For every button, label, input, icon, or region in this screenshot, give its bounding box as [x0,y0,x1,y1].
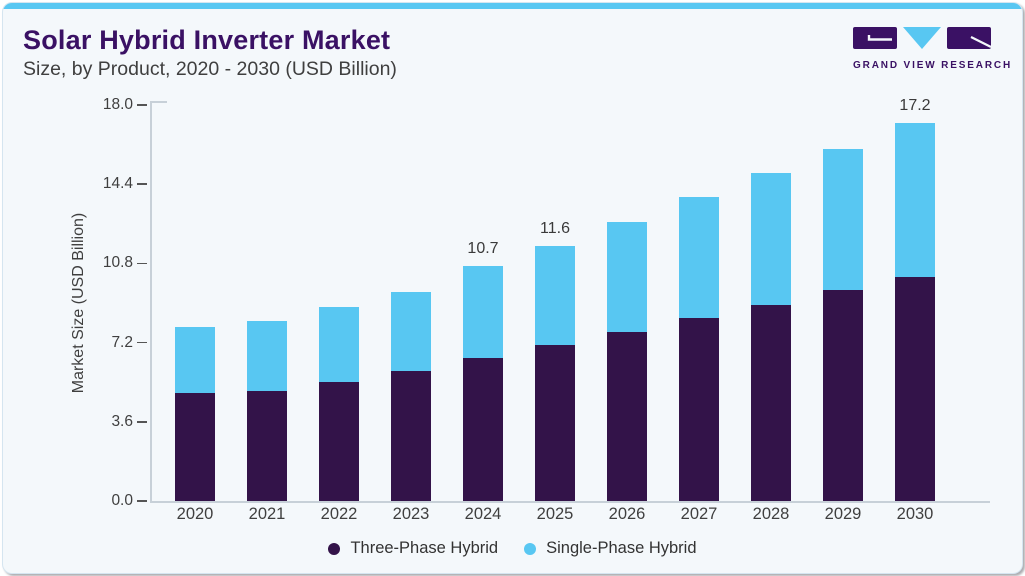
bar-segment-three-phase-hybrid-2026 [607,331,647,501]
bar-total-label-2024: 10.7 [467,239,499,257]
legend-label: Single-Phase Hybrid [546,539,697,557]
bar-segment-single-phase-hybrid-2027 [679,197,719,319]
x-tick-label-2029: 2029 [824,505,862,523]
legend-dot-icon [524,542,537,555]
bar-segment-single-phase-hybrid-2029 [823,149,863,290]
legend-label: Three-Phase Hybrid [350,539,499,557]
y-tick-label: 10.8 [102,254,133,272]
brand-logo: GRAND VIEW RESEARCH [853,27,1013,71]
bar-total-label-2030: 17.2 [899,96,931,114]
y-tick-mark [137,341,147,344]
page-title: Solar Hybrid Inverter Market [23,25,391,55]
y-tick-label: 14.4 [102,175,133,193]
y-axis-line [150,101,152,501]
chart-legend: Three-Phase Hybrid Single-Phase Hybrid [3,538,1022,559]
y-axis-title: Market Size (USD Billion) [70,212,87,394]
bar-segment-single-phase-hybrid-2020 [175,327,215,394]
x-tick-label-2024: 2024 [464,505,502,523]
y-tick-label: 18.0 [102,96,133,113]
x-tick-label-2027: 2027 [680,505,718,523]
bar-segment-three-phase-hybrid-2021 [247,391,287,501]
bar-segment-three-phase-hybrid-2024 [463,358,503,501]
bar-segment-three-phase-hybrid-2030 [895,276,935,501]
bar-segment-three-phase-hybrid-2023 [391,371,431,501]
x-tick-label-2023: 2023 [392,505,430,523]
legend-item-single-phase-hybrid: Single-Phase Hybrid [524,538,697,559]
y-tick-label: 7.2 [111,333,133,351]
bar-segment-single-phase-hybrid-2026 [607,221,647,332]
y-tick-mark [137,500,147,502]
bar-segment-single-phase-hybrid-2024 [463,265,503,358]
x-tick-label-2020: 2020 [176,505,214,523]
y-tick-label: 3.6 [111,412,133,430]
bar-segment-three-phase-hybrid-2028 [751,305,791,501]
bar-segment-single-phase-hybrid-2022 [319,307,359,383]
bar-total-label-2025: 11.6 [540,219,570,237]
bar-segment-three-phase-hybrid-2022 [319,382,359,501]
y-tick-mark [137,183,147,185]
bar-segment-three-phase-hybrid-2025 [535,344,575,501]
x-tick-label-2022: 2022 [320,505,358,523]
bar-segment-single-phase-hybrid-2023 [391,292,431,372]
x-tick-label-2028: 2028 [752,505,790,523]
bar-segment-single-phase-hybrid-2025 [535,245,575,345]
brand-logo-text: GRAND VIEW RESEARCH [853,60,1013,71]
y-axis-top-cap [150,101,167,103]
bar-segment-single-phase-hybrid-2028 [751,173,791,306]
x-tick-label-2026: 2026 [608,505,646,523]
y-tick-label: 0.0 [111,492,133,509]
bar-segment-three-phase-hybrid-2020 [175,393,215,501]
bar-segment-single-phase-hybrid-2030 [895,122,935,277]
brand-logo-icon [853,27,992,49]
bar-segment-three-phase-hybrid-2027 [679,318,719,501]
y-tick-mark [137,262,147,265]
bar-segment-single-phase-hybrid-2021 [247,320,287,391]
legend-item-three-phase-hybrid: Three-Phase Hybrid [328,538,498,559]
x-tick-label-2030: 2030 [896,505,934,523]
y-tick-mark [137,421,147,423]
legend-dot-icon [328,542,341,555]
y-tick-mark [137,104,147,106]
bar-segment-three-phase-hybrid-2029 [823,289,863,501]
top-accent-strip [3,3,1022,9]
x-axis-line [150,501,990,503]
x-tick-label-2021: 2021 [248,505,286,523]
page-subtitle: Size, by Product, 2020 - 2030 (USD Billi… [23,58,397,80]
x-tick-label-2025: 2025 [536,505,574,523]
